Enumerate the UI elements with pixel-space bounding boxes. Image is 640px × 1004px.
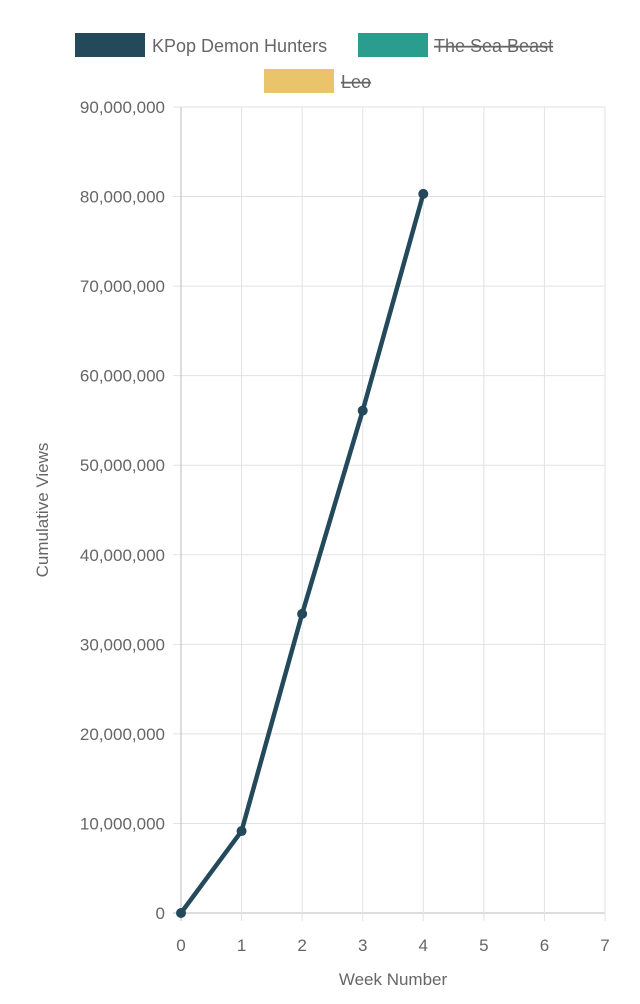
x-tick-label: 1 [237, 936, 246, 955]
y-tick-label: 60,000,000 [80, 367, 165, 386]
data-point [357, 405, 368, 416]
legend-item[interactable]: The Sea Beast [358, 33, 553, 57]
legend-label: Leo [341, 72, 371, 92]
y-axis: 0 10,000,000 20,000,000 30,000,000 40,000,00… [80, 98, 165, 923]
y-tick-label: 90,000,000 [80, 98, 165, 117]
x-tick-label: 4 [419, 936, 428, 955]
x-tick-label: 2 [297, 936, 306, 955]
legend-label: The Sea Beast [434, 36, 553, 56]
y-axis-label: Cumulative Views [33, 443, 52, 578]
x-axis: 0 1 2 3 4 5 6 7 [176, 936, 609, 955]
data-point [236, 826, 247, 837]
x-tick-label: 7 [600, 936, 609, 955]
legend: KPop Demon Hunters The Sea Beast Leo [75, 33, 553, 93]
series [176, 188, 429, 918]
y-tick-label: 50,000,000 [80, 456, 165, 475]
y-tick-label: 80,000,000 [80, 188, 165, 207]
data-point [297, 608, 308, 619]
x-tick-label: 0 [176, 936, 185, 955]
grid [173, 106, 606, 921]
y-tick-label: 70,000,000 [80, 277, 165, 296]
x-tick-label: 3 [358, 936, 367, 955]
x-axis-label: Week Number [339, 970, 448, 989]
legend-item[interactable]: Leo [264, 69, 371, 93]
data-point [418, 188, 429, 199]
y-tick-label: 10,000,000 [80, 814, 165, 833]
y-tick-label: 40,000,000 [80, 546, 165, 565]
legend-label: KPop Demon Hunters [152, 36, 327, 56]
y-tick-label: 20,000,000 [80, 725, 165, 744]
legend-swatch [358, 33, 428, 57]
legend-item[interactable]: KPop Demon Hunters [75, 33, 327, 57]
x-tick-label: 5 [479, 936, 488, 955]
legend-swatch [264, 69, 334, 93]
y-tick-label: 30,000,000 [80, 635, 165, 654]
legend-swatch [75, 33, 145, 57]
data-point [176, 908, 186, 918]
y-tick-label: 0 [156, 904, 165, 923]
x-tick-label: 6 [540, 936, 549, 955]
